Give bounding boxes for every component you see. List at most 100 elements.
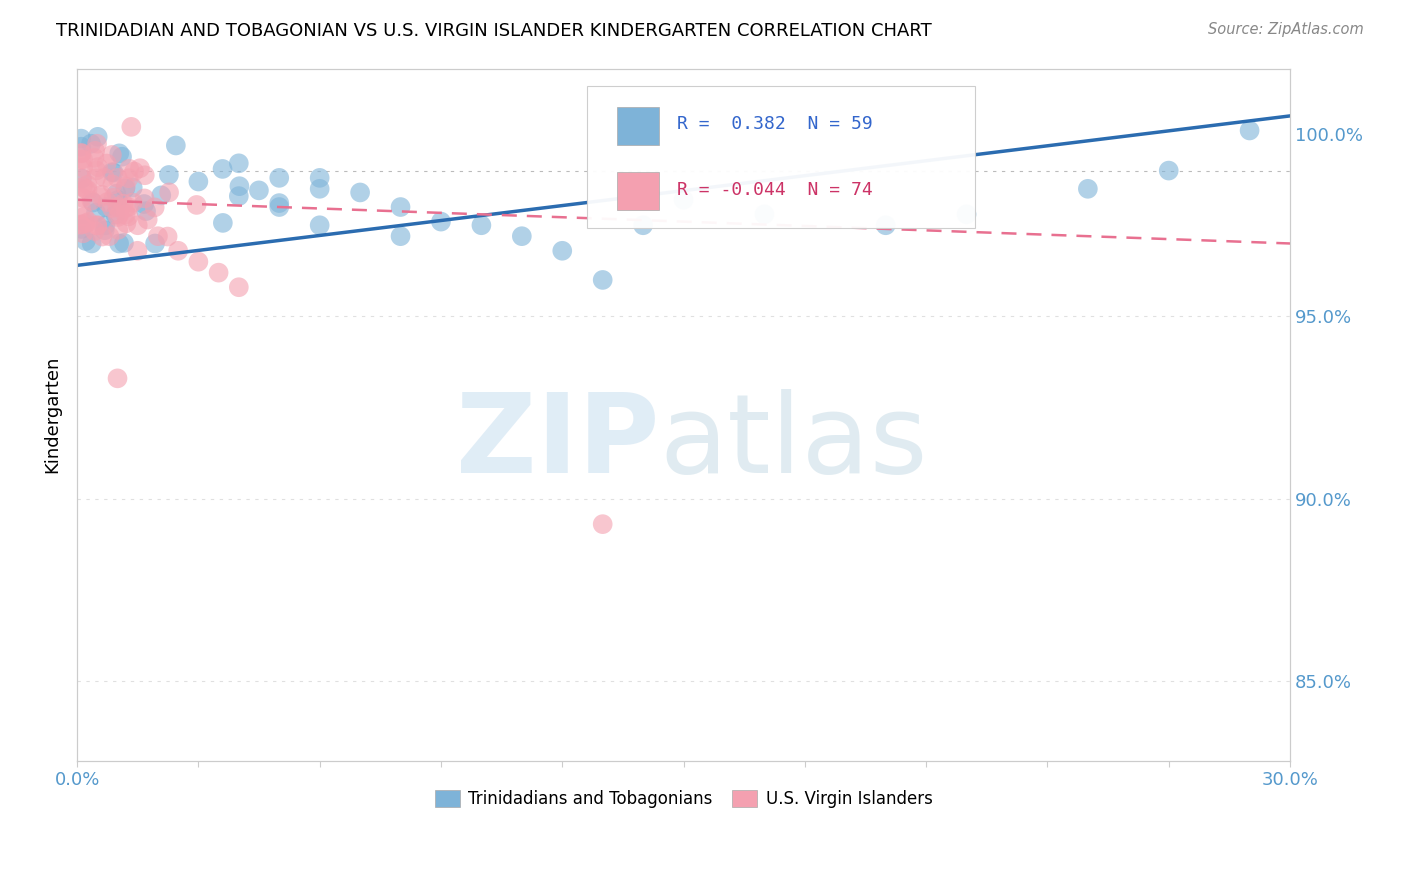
Point: [72, 161, 94, 175]
Point: [114, 179, 136, 194]
Point: [82, 195, 104, 210]
Point: [269, 196, 291, 211]
Point: [104, 208, 127, 222]
Point: [103, 191, 125, 205]
Text: atlas: atlas: [659, 389, 928, 496]
Point: [1077, 182, 1099, 196]
Point: [117, 210, 139, 224]
Point: [73, 210, 96, 224]
Point: [107, 193, 129, 207]
Legend: Trinidadians and Tobagonians, U.S. Virgin Islanders: Trinidadians and Tobagonians, U.S. Virgi…: [427, 783, 939, 815]
Point: [94, 170, 117, 185]
Point: [84, 171, 107, 186]
Point: [134, 191, 156, 205]
Point: [72, 227, 94, 241]
Point: [76, 178, 98, 192]
Point: [90, 187, 112, 202]
Point: [114, 207, 136, 221]
Point: [510, 229, 533, 244]
Point: [121, 195, 143, 210]
Point: [631, 219, 654, 233]
Bar: [617, 107, 659, 145]
Point: [107, 170, 129, 185]
Point: [143, 236, 166, 251]
Point: [108, 146, 131, 161]
Point: [70, 146, 93, 161]
Point: [105, 186, 128, 201]
Point: [211, 161, 233, 176]
Point: [156, 229, 179, 244]
Point: [389, 229, 412, 244]
Point: [212, 216, 235, 230]
Point: [592, 273, 614, 287]
Point: [389, 200, 412, 214]
Point: [93, 223, 115, 237]
Point: [955, 207, 977, 221]
Point: [228, 280, 250, 294]
Point: [84, 205, 107, 219]
Point: [80, 194, 103, 208]
Point: [103, 165, 125, 179]
Point: [269, 200, 291, 214]
Point: [75, 216, 97, 230]
Point: [83, 224, 105, 238]
Point: [70, 202, 93, 216]
Y-axis label: Kindergarten: Kindergarten: [44, 356, 60, 474]
Point: [121, 180, 143, 194]
FancyBboxPatch shape: [586, 86, 974, 227]
Point: [94, 219, 117, 233]
Point: [86, 219, 108, 233]
Text: TRINIDADIAN AND TOBAGONIAN VS U.S. VIRGIN ISLANDER KINDERGARTEN CORRELATION CHAR: TRINIDADIAN AND TOBAGONIAN VS U.S. VIRGI…: [56, 22, 932, 40]
Point: [75, 234, 97, 248]
Point: [127, 219, 149, 233]
Point: [592, 517, 614, 532]
Point: [228, 189, 250, 203]
Point: [754, 207, 776, 221]
Point: [70, 218, 93, 232]
Point: [84, 144, 107, 158]
Text: R = -0.044  N = 74: R = -0.044 N = 74: [678, 181, 873, 199]
Point: [308, 182, 330, 196]
Point: [122, 164, 145, 178]
Bar: [617, 172, 659, 211]
Point: [101, 201, 124, 215]
Point: [107, 210, 129, 224]
Point: [134, 197, 156, 211]
Text: R =  0.382  N = 59: R = 0.382 N = 59: [678, 115, 873, 133]
Point: [1157, 163, 1180, 178]
Point: [90, 190, 112, 204]
Point: [107, 223, 129, 237]
Point: [187, 174, 209, 188]
Point: [98, 229, 121, 244]
Point: [70, 139, 93, 153]
Point: [96, 156, 118, 170]
Point: [120, 120, 142, 134]
Point: [114, 201, 136, 215]
Point: [143, 200, 166, 214]
Point: [111, 150, 134, 164]
Point: [129, 161, 152, 176]
Point: [70, 171, 93, 186]
Point: [349, 186, 371, 200]
Point: [101, 178, 124, 192]
Point: [118, 171, 141, 186]
Point: [75, 182, 97, 196]
Point: [167, 244, 190, 258]
Point: [112, 196, 135, 211]
Point: [207, 266, 229, 280]
Point: [157, 186, 180, 200]
Point: [136, 212, 159, 227]
Point: [228, 156, 250, 170]
Point: [672, 193, 695, 207]
Point: [70, 218, 93, 232]
Point: [107, 200, 129, 214]
Point: [70, 190, 93, 204]
Point: [107, 371, 129, 385]
Point: [187, 254, 209, 268]
Point: [70, 222, 93, 236]
Text: Source: ZipAtlas.com: Source: ZipAtlas.com: [1208, 22, 1364, 37]
Point: [470, 219, 492, 233]
Point: [112, 235, 135, 250]
Point: [430, 214, 453, 228]
Point: [72, 179, 94, 194]
